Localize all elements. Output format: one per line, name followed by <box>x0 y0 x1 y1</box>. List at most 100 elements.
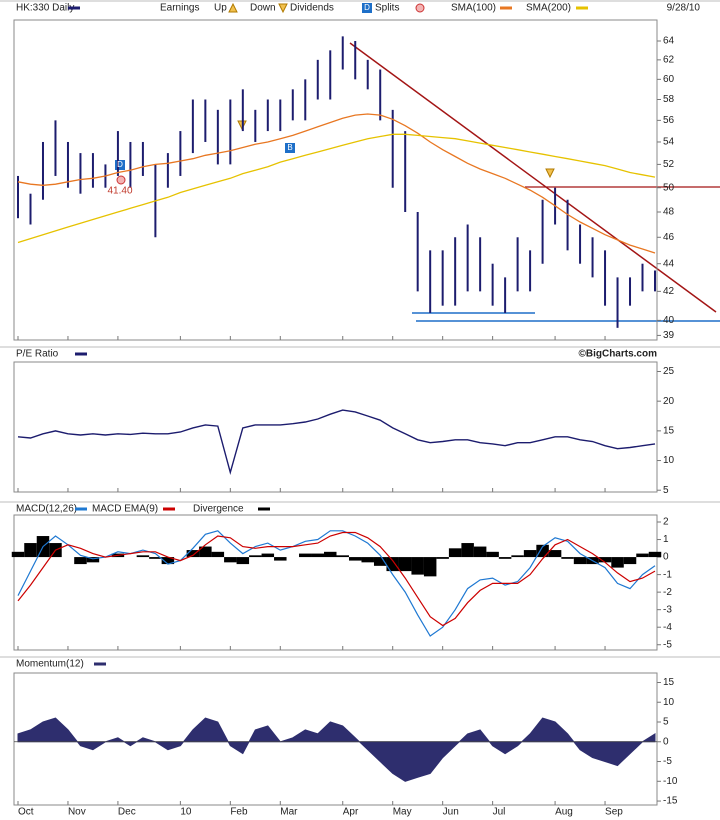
divergence-bar <box>311 553 325 558</box>
x-tick-label: May <box>393 807 412 818</box>
divergence-bar <box>548 550 562 558</box>
divergence-bar <box>299 553 312 558</box>
y-tick-label: -2 <box>663 587 672 598</box>
legend-label: Down <box>250 3 276 14</box>
divergence-bar <box>473 546 487 558</box>
dividend-icon <box>115 160 125 170</box>
y-tick-label: 54 <box>663 137 675 148</box>
divergence-bar <box>523 550 537 558</box>
y-tick-label: -5 <box>663 756 672 767</box>
divergence-bar <box>211 551 225 558</box>
legend-label: Splits <box>375 3 399 14</box>
y-tick-label: 0 <box>663 736 669 747</box>
chart-title: HK:330 Daily <box>16 3 74 14</box>
divergence-bar <box>11 551 25 558</box>
x-tick-label: Jun <box>443 807 459 818</box>
divergence-bar <box>199 546 212 558</box>
y-tick-label: 60 <box>663 74 675 85</box>
split-icon <box>116 175 126 185</box>
y-tick-label: 5 <box>663 717 669 728</box>
earnings-down-icon <box>545 168 555 179</box>
legend-label: Up <box>214 3 227 14</box>
y-tick-label: 10 <box>663 455 675 466</box>
y-tick-label: 25 <box>663 366 675 377</box>
divergence-bar <box>336 555 349 558</box>
y-tick-label: 10 <box>663 697 675 708</box>
divergence-bar <box>136 555 150 558</box>
x-tick-label: 10 <box>180 807 192 818</box>
divergence-bar <box>636 553 649 558</box>
divergence-bar <box>411 557 424 575</box>
y-tick-label: -1 <box>663 569 672 580</box>
plot-frame <box>13 672 658 806</box>
y-tick-label: 46 <box>663 232 675 243</box>
y-tick-label: 15 <box>663 677 675 688</box>
legend-icon-letter: D <box>364 3 370 12</box>
divergence-bar <box>486 551 499 558</box>
divergence-bar <box>361 557 374 563</box>
divergence-bar <box>186 550 200 558</box>
annotation: 41.40 <box>107 186 132 197</box>
x-tick-label: Aug <box>555 807 573 818</box>
divergence-bar <box>386 557 399 572</box>
panel-title: P/E Ratio <box>16 349 59 360</box>
y-tick-label: 39 <box>663 330 675 341</box>
sma-line <box>17 113 656 254</box>
event-icon <box>285 143 295 153</box>
x-tick-label: Apr <box>343 807 359 818</box>
macd-line <box>17 531 656 627</box>
divergence-bar <box>648 551 662 558</box>
y-tick-label: 44 <box>663 258 675 269</box>
y-tick-label: 58 <box>663 94 675 105</box>
annotation: B <box>287 143 292 152</box>
plot-frame <box>13 361 658 493</box>
chart-date: 9/28/10 <box>667 3 701 14</box>
plot-frame <box>13 19 658 341</box>
legend-label: Divergence <box>193 504 244 515</box>
sma-line <box>17 133 656 244</box>
y-tick-label: 5 <box>663 485 669 496</box>
x-tick-label: Sep <box>605 807 623 818</box>
divergence-bar <box>261 553 275 558</box>
divergence-bar <box>598 557 612 563</box>
legend-splits-icon <box>415 3 425 13</box>
divergence-bar <box>224 557 237 563</box>
x-tick-label: Nov <box>68 807 86 818</box>
legend-label: SMA(200) <box>526 3 571 14</box>
divergence-bar <box>536 544 549 558</box>
y-tick-label: 52 <box>663 159 675 170</box>
divergence-bar <box>236 557 250 565</box>
legend-dividend-icon <box>362 3 372 13</box>
divergence-bar <box>149 557 162 559</box>
y-tick-label: 15 <box>663 425 675 436</box>
y-tick-label: -10 <box>663 776 678 787</box>
divergence-bar <box>423 557 437 577</box>
divergence-bar <box>373 557 387 566</box>
y-tick-label: -5 <box>663 639 672 650</box>
y-tick-label: 40 <box>663 315 675 326</box>
divergence-bar <box>348 557 362 561</box>
divergence-bar <box>161 557 175 565</box>
y-tick-label: 56 <box>663 115 675 126</box>
divergence-bar <box>448 548 462 558</box>
y-tick-label: -4 <box>663 622 672 633</box>
y-tick-label: -3 <box>663 604 672 615</box>
legend-label: MACD EMA(9) <box>92 504 158 515</box>
divergence-bar <box>498 557 512 559</box>
legend-label: MACD(12,26) <box>16 504 77 515</box>
plot-frame <box>13 514 658 651</box>
y-tick-label: 42 <box>663 286 675 297</box>
macd-line <box>17 530 656 637</box>
divergence-bar <box>24 543 37 558</box>
panel-title: Momentum(12) <box>16 659 84 670</box>
divergence-bar <box>249 555 262 558</box>
y-tick-label: 20 <box>663 396 675 407</box>
divergence-bar <box>436 557 449 559</box>
legend-label: Earnings <box>160 3 199 14</box>
trend-line <box>349 42 717 313</box>
y-tick-label: -15 <box>663 796 678 807</box>
divergence-bar <box>623 557 637 565</box>
divergence-bar <box>398 557 412 572</box>
pe-line <box>17 409 656 476</box>
divergence-bar <box>324 551 337 558</box>
